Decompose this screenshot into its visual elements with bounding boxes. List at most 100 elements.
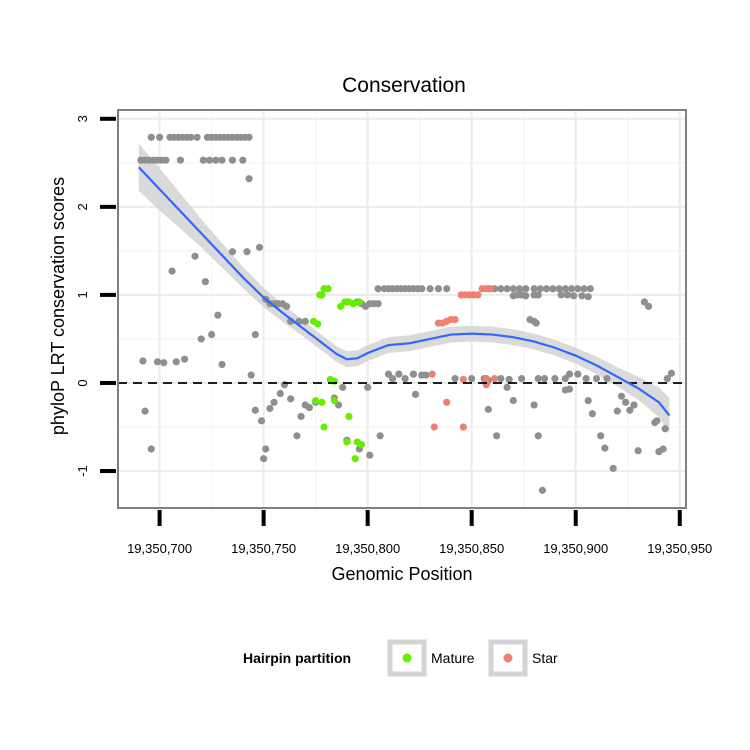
point-other xyxy=(505,375,513,384)
point-other xyxy=(270,398,278,406)
legend-item-star: Star xyxy=(488,639,558,677)
point-other xyxy=(374,300,382,308)
point-other xyxy=(503,383,511,391)
point-other xyxy=(570,292,578,300)
point-other xyxy=(191,252,199,260)
legend: Hairpin partition Mature Star xyxy=(243,639,558,677)
point-other xyxy=(255,243,264,251)
point-mature xyxy=(355,298,363,306)
point-star xyxy=(490,374,499,383)
point-mature xyxy=(324,285,332,293)
point-other xyxy=(451,374,459,383)
point-other xyxy=(426,285,434,293)
point-other xyxy=(395,370,403,378)
legend-label-star: Star xyxy=(532,650,558,666)
point-other xyxy=(586,285,594,293)
point-other xyxy=(582,374,590,383)
x-tick-label: 19,350,800 xyxy=(335,541,400,556)
point-other xyxy=(162,156,170,164)
point-other xyxy=(597,432,605,440)
point-other xyxy=(139,357,147,365)
legend-item-mature: Mature xyxy=(387,639,475,677)
point-mature xyxy=(351,455,359,463)
point-mature xyxy=(320,423,328,431)
point-other xyxy=(205,156,214,164)
point-other xyxy=(603,374,611,383)
chart-title: Conservation xyxy=(342,74,466,97)
point-other xyxy=(609,464,617,472)
point-other xyxy=(532,319,540,327)
point-mature xyxy=(330,396,338,405)
plot-border xyxy=(117,109,687,509)
point-other xyxy=(208,330,216,339)
point-other xyxy=(538,486,547,494)
point-other xyxy=(172,358,180,366)
x-tick-label: 19,350,850 xyxy=(439,541,504,556)
point-other xyxy=(663,374,671,383)
smooth-line-layer xyxy=(138,166,671,417)
point-other xyxy=(574,370,582,378)
point-other xyxy=(443,285,451,293)
point-star xyxy=(451,315,459,324)
point-other xyxy=(364,383,372,391)
point-other xyxy=(536,285,544,293)
x-tick-label: 19,350,950 xyxy=(647,541,712,556)
point-other xyxy=(659,445,667,453)
point-other xyxy=(276,389,284,398)
point-other xyxy=(530,285,538,293)
point-other xyxy=(549,285,557,293)
point-mature xyxy=(312,396,320,405)
point-other xyxy=(374,285,382,293)
point-other xyxy=(262,445,270,453)
point-other xyxy=(245,175,253,183)
point-other xyxy=(592,374,601,383)
point-other xyxy=(515,285,524,293)
point-other xyxy=(468,374,476,383)
point-other xyxy=(626,406,634,414)
point-other xyxy=(156,133,164,141)
point-other xyxy=(503,285,511,293)
point-star xyxy=(443,398,451,406)
point-other xyxy=(160,359,168,367)
point-other xyxy=(418,285,426,293)
point-other xyxy=(493,432,501,440)
point-other xyxy=(389,374,397,383)
point-other xyxy=(565,385,574,393)
point-other xyxy=(297,412,305,421)
point-other xyxy=(617,392,626,400)
point-mature xyxy=(343,438,351,446)
confidence-ribbon-layer xyxy=(138,143,670,434)
point-other xyxy=(168,267,176,275)
point-other xyxy=(339,383,347,391)
point-star xyxy=(459,375,467,384)
point-other xyxy=(409,370,418,378)
x-axis-title: Genomic Position xyxy=(331,564,472,584)
confidence-ribbon xyxy=(138,143,670,434)
point-star xyxy=(486,285,495,293)
point-other xyxy=(366,451,374,459)
point-other xyxy=(293,432,301,440)
y-tick-label: 1 xyxy=(75,291,90,298)
point-other xyxy=(580,285,588,293)
point-other xyxy=(588,410,596,418)
point-other xyxy=(201,278,209,286)
legend-point-star xyxy=(503,653,513,663)
x-tick-label: 19,350,700 xyxy=(127,541,192,556)
point-other xyxy=(245,133,253,141)
point-other xyxy=(257,417,266,425)
point-other xyxy=(522,292,530,300)
point-other xyxy=(197,335,205,343)
point-other xyxy=(228,248,237,256)
point-other xyxy=(147,133,155,141)
point-other xyxy=(282,302,291,310)
point-other xyxy=(534,291,542,299)
point-other xyxy=(543,285,551,293)
point-other xyxy=(251,406,259,414)
point-star xyxy=(474,291,482,299)
point-other xyxy=(565,370,574,378)
point-other xyxy=(578,292,586,300)
point-other xyxy=(153,358,162,366)
point-mature xyxy=(318,291,326,299)
point-other xyxy=(193,133,201,141)
